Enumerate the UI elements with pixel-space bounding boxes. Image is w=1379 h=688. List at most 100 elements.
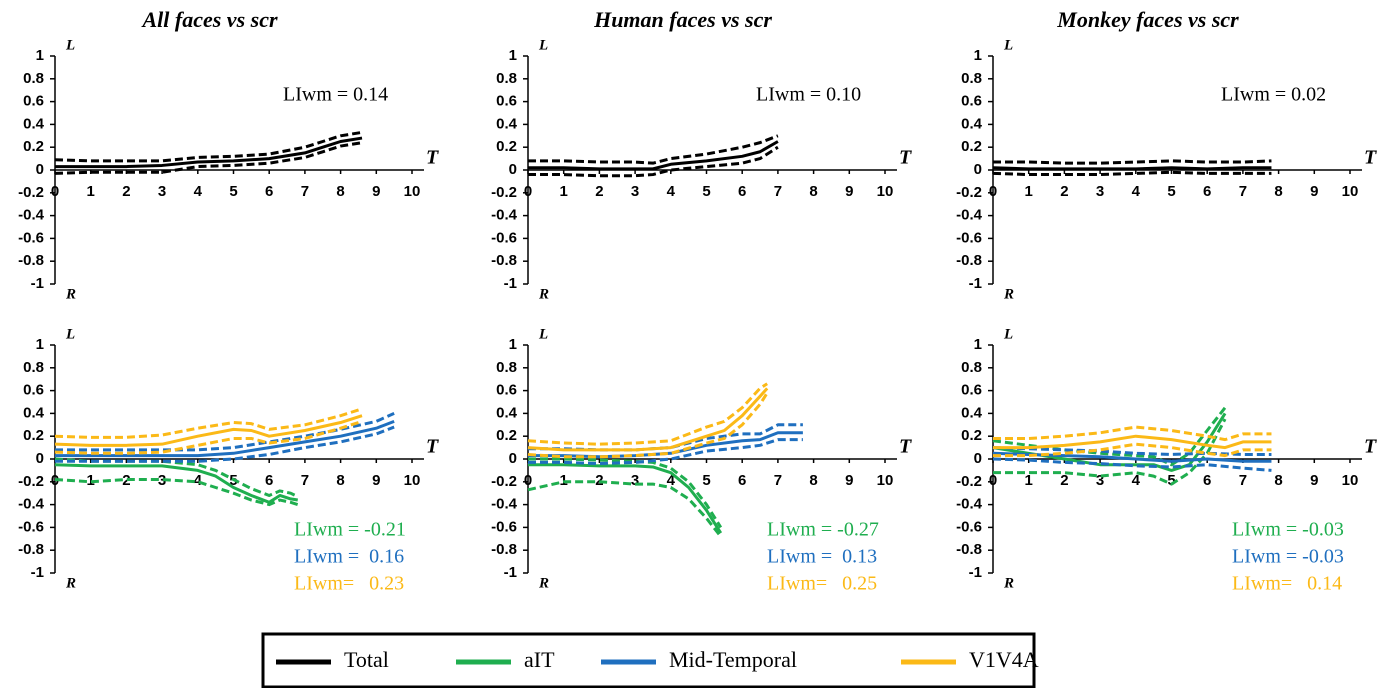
x-tick-label: 3 xyxy=(158,183,166,200)
x-tick-label: 1 xyxy=(1025,472,1033,489)
y-tick-label: -0.8 xyxy=(18,252,44,269)
x-tick-label: 4 xyxy=(194,472,203,489)
band-line xyxy=(528,457,723,529)
x-tick-label: 6 xyxy=(738,183,746,200)
y-tick-label: 0.4 xyxy=(23,404,45,421)
band-line xyxy=(527,392,769,459)
legend-label: V1V4A xyxy=(969,647,1039,672)
y-tick-label: 0.6 xyxy=(496,93,517,110)
y-tick-label: 0.8 xyxy=(23,359,44,376)
y-tick-label: 0.2 xyxy=(496,427,517,444)
x-tick-label: 2 xyxy=(122,472,130,489)
annotation: LIwm = -0.03 xyxy=(1232,546,1344,568)
y-tick-label: -0.6 xyxy=(956,229,982,246)
y-tick-label: -0.6 xyxy=(18,229,44,246)
y-tick-label: -0.4 xyxy=(18,207,45,224)
x-tick-label: 8 xyxy=(809,472,817,489)
band-line xyxy=(54,407,363,439)
band-line xyxy=(993,418,1227,486)
y-tick-label: 0.8 xyxy=(496,359,517,376)
band-line xyxy=(54,419,363,455)
x-axis-label: T xyxy=(1364,436,1377,458)
annotation: LIwm= 0.14 xyxy=(1232,573,1342,595)
y-tick-label: 1 xyxy=(509,336,517,353)
x-tick-label: 9 xyxy=(1310,183,1318,200)
x-tick-label: 2 xyxy=(122,183,130,200)
x-tick-label: 8 xyxy=(1274,472,1282,489)
axis-label-top: L xyxy=(1003,37,1013,53)
y-tick-label: 0.4 xyxy=(961,115,983,132)
band-line xyxy=(54,141,363,175)
annotation: LIwm = -0.03 xyxy=(1232,519,1344,541)
mean-line xyxy=(528,140,779,171)
x-tick-label: 8 xyxy=(1274,183,1282,200)
y-tick-label: -0.8 xyxy=(491,541,517,558)
x-tick-label: 1 xyxy=(87,183,95,200)
band-line xyxy=(527,480,722,538)
panel-title: Human faces vs scr xyxy=(593,7,772,32)
y-tick-label: -0.6 xyxy=(18,518,44,535)
x-tick-label: 0 xyxy=(524,472,532,489)
y-tick-label: 0 xyxy=(509,450,517,467)
y-tick-label: 0.8 xyxy=(23,70,44,87)
mean-line xyxy=(992,451,1272,463)
x-tick-label: 8 xyxy=(336,183,344,200)
y-tick-label: -1 xyxy=(31,564,44,581)
x-tick-label: 3 xyxy=(1096,472,1104,489)
y-tick-label: 0.2 xyxy=(23,427,44,444)
x-axis-label: T xyxy=(1364,147,1377,169)
y-tick-label: 0.2 xyxy=(961,138,982,155)
axis-label-top: L xyxy=(1003,326,1013,342)
annotation: LIwm = 0.16 xyxy=(294,546,404,568)
y-tick-label: 0.4 xyxy=(496,404,518,421)
x-tick-label: 0 xyxy=(51,183,59,200)
x-tick-label: 1 xyxy=(87,472,95,489)
mean-line xyxy=(527,387,769,452)
x-tick-label: 6 xyxy=(1203,472,1211,489)
y-tick-label: 0.8 xyxy=(961,359,982,376)
x-tick-label: 9 xyxy=(845,472,853,489)
y-tick-label: -0.4 xyxy=(18,496,45,513)
x-tick-label: 3 xyxy=(158,472,166,489)
x-tick-label: 8 xyxy=(809,183,817,200)
y-tick-label: -0.4 xyxy=(956,496,983,513)
x-tick-label: 3 xyxy=(631,183,639,200)
axis-label-bottom: R xyxy=(538,575,549,591)
y-tick-label: 0.6 xyxy=(23,93,44,110)
x-tick-label: 3 xyxy=(631,472,639,489)
y-tick-label: -0.4 xyxy=(491,496,518,513)
x-tick-label: 3 xyxy=(1096,183,1104,200)
x-tick-label: 10 xyxy=(877,472,894,489)
panel-title: All faces vs scr xyxy=(140,7,277,32)
x-tick-label: 2 xyxy=(1060,472,1068,489)
annotation: LIwm= 0.25 xyxy=(767,573,877,595)
x-tick-label: 10 xyxy=(1342,183,1359,200)
axis-label-bottom: R xyxy=(538,286,549,302)
y-tick-label: -0.2 xyxy=(956,473,982,490)
x-axis-label: T xyxy=(426,436,439,458)
y-tick-label: 0 xyxy=(974,450,982,467)
axis-label-bottom: R xyxy=(65,286,76,302)
y-tick-label: -0.4 xyxy=(491,207,518,224)
y-tick-label: 0.4 xyxy=(961,404,983,421)
y-tick-label: -0.4 xyxy=(956,207,983,224)
y-tick-label: -1 xyxy=(504,564,517,581)
y-tick-label: 0 xyxy=(974,161,982,178)
y-tick-label: 0 xyxy=(36,450,44,467)
annotation: LIwm = -0.21 xyxy=(294,519,406,541)
x-tick-label: 5 xyxy=(1167,472,1175,489)
mean-line xyxy=(993,434,1272,450)
y-tick-label: 1 xyxy=(974,47,982,64)
axis-label-top: L xyxy=(65,37,75,53)
mean-line xyxy=(54,414,363,447)
y-tick-label: 0.2 xyxy=(961,427,982,444)
mean-line xyxy=(992,166,1272,171)
legend-box xyxy=(261,632,1036,688)
x-tick-label: 1 xyxy=(1025,183,1033,200)
y-tick-label: 1 xyxy=(36,336,44,353)
x-tick-label: 7 xyxy=(301,183,309,200)
band-line xyxy=(528,438,803,466)
mean-line xyxy=(54,463,298,504)
x-tick-label: 0 xyxy=(989,472,997,489)
